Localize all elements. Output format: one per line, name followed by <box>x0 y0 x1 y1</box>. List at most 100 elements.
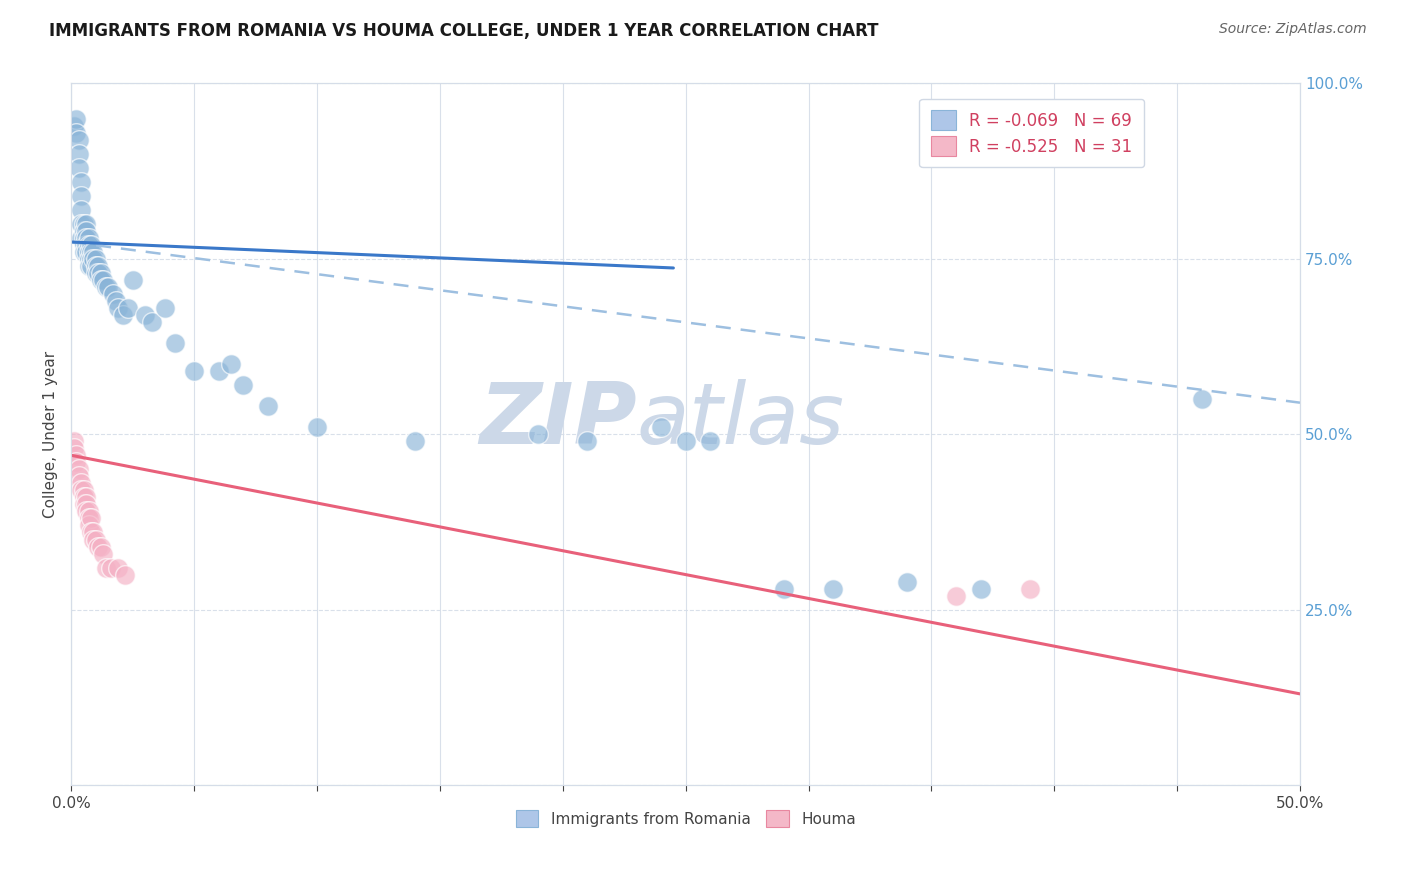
Point <box>84 533 107 547</box>
Point <box>72 217 94 231</box>
Point <box>404 434 426 449</box>
Point <box>80 244 103 259</box>
Point <box>945 589 967 603</box>
Point <box>208 364 231 378</box>
Point <box>257 399 280 413</box>
Point <box>82 533 104 547</box>
Point <box>141 315 163 329</box>
Point <box>72 237 94 252</box>
Point <box>84 259 107 273</box>
Point <box>219 357 242 371</box>
Point <box>65 455 87 469</box>
Point <box>84 252 107 266</box>
Point <box>65 126 87 140</box>
Point <box>163 336 186 351</box>
Point <box>70 175 93 189</box>
Point <box>232 378 254 392</box>
Point <box>62 119 84 133</box>
Point <box>80 259 103 273</box>
Point <box>75 491 97 505</box>
Point <box>307 420 329 434</box>
Point <box>117 301 139 315</box>
Point <box>91 547 114 561</box>
Text: ZIP: ZIP <box>479 379 637 462</box>
Point <box>90 540 112 554</box>
Point <box>576 434 599 449</box>
Point <box>62 442 84 456</box>
Point <box>70 188 93 202</box>
Point <box>75 231 97 245</box>
Point <box>90 273 112 287</box>
Point <box>87 540 110 554</box>
Point <box>70 202 93 217</box>
Point <box>773 582 796 596</box>
Point <box>114 567 136 582</box>
Point <box>65 112 87 126</box>
Point <box>72 224 94 238</box>
Legend: Immigrants from Romania, Houma: Immigrants from Romania, Houma <box>509 804 862 834</box>
Point <box>67 469 90 483</box>
Point <box>72 244 94 259</box>
Point <box>77 252 100 266</box>
Point <box>104 293 127 308</box>
Point <box>969 582 991 596</box>
Point <box>107 301 129 315</box>
Point <box>87 259 110 273</box>
Point <box>94 280 117 294</box>
Point <box>72 231 94 245</box>
Point <box>153 301 176 315</box>
Point <box>1191 392 1213 407</box>
Point <box>82 244 104 259</box>
Point <box>75 244 97 259</box>
Point <box>70 476 93 491</box>
Point <box>527 427 550 442</box>
Point <box>77 237 100 252</box>
Point <box>100 560 122 574</box>
Point <box>77 231 100 245</box>
Point <box>75 498 97 512</box>
Point <box>67 462 90 476</box>
Point <box>84 266 107 280</box>
Point <box>94 560 117 574</box>
Point <box>75 224 97 238</box>
Point <box>67 146 90 161</box>
Point <box>67 132 90 146</box>
Point <box>77 244 100 259</box>
Point <box>91 273 114 287</box>
Point <box>650 420 672 434</box>
Point <box>72 483 94 498</box>
Y-axis label: College, Under 1 year: College, Under 1 year <box>44 351 58 518</box>
Point <box>72 498 94 512</box>
Point <box>111 308 134 322</box>
Point <box>80 237 103 252</box>
Point <box>62 434 84 449</box>
Point <box>77 518 100 533</box>
Point <box>80 511 103 525</box>
Point <box>75 237 97 252</box>
Point <box>699 434 721 449</box>
Point <box>87 266 110 280</box>
Point <box>70 483 93 498</box>
Point <box>101 287 124 301</box>
Point <box>70 231 93 245</box>
Point <box>82 525 104 540</box>
Point <box>97 280 120 294</box>
Point <box>1018 582 1040 596</box>
Point <box>75 217 97 231</box>
Point <box>107 560 129 574</box>
Point <box>70 217 93 231</box>
Text: Source: ZipAtlas.com: Source: ZipAtlas.com <box>1219 22 1367 37</box>
Point <box>121 273 143 287</box>
Point <box>183 364 205 378</box>
Point <box>77 504 100 518</box>
Point <box>72 491 94 505</box>
Point <box>77 259 100 273</box>
Text: atlas: atlas <box>637 379 845 462</box>
Point <box>90 266 112 280</box>
Point <box>67 161 90 175</box>
Point <box>75 504 97 518</box>
Point <box>77 511 100 525</box>
Point <box>82 252 104 266</box>
Point <box>80 525 103 540</box>
Point <box>675 434 697 449</box>
